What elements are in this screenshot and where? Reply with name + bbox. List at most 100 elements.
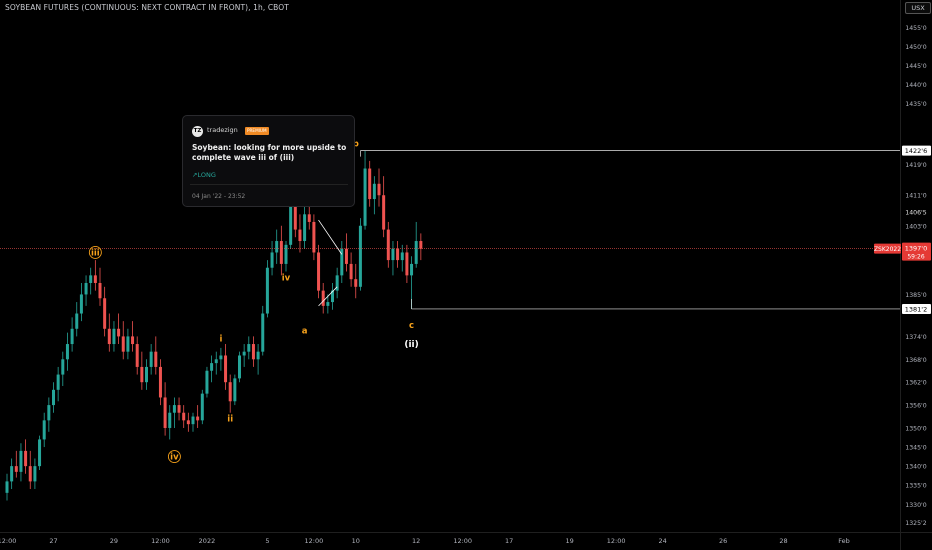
- candle-body: [354, 279, 358, 287]
- candle-body: [61, 359, 65, 375]
- candle-body: [182, 412, 186, 421]
- candle-body: [107, 328, 111, 345]
- price-tick-label: 1350'0: [905, 425, 926, 432]
- time-tick-label: 12:00: [151, 537, 170, 545]
- price-tick-label: 1419'0: [905, 162, 926, 169]
- price-tick-label: 1362'0: [905, 380, 926, 387]
- author-name[interactable]: tradezign: [207, 126, 238, 134]
- candle-body: [303, 214, 307, 242]
- time-tick-label: 12: [412, 537, 420, 545]
- price-tick-label: 1406'5: [905, 210, 926, 217]
- candle-body: [75, 313, 79, 329]
- price-tick-label: 1381'2: [905, 305, 927, 313]
- time-tick-label: 12:00: [453, 537, 472, 545]
- price-tick-label: 1435'0: [905, 101, 926, 108]
- wave-label: ii: [227, 414, 233, 424]
- candle-body: [154, 351, 158, 367]
- candle-body: [238, 355, 241, 379]
- wave-label-circle: [167, 450, 181, 464]
- symbol-badge-label: ZSK2022: [874, 246, 901, 253]
- time-tick-label: 17: [505, 537, 513, 545]
- candle-body: [149, 351, 153, 367]
- price-tick-label: 1368'0: [905, 357, 926, 364]
- countdown-label: 59:26: [907, 254, 924, 261]
- price-tick-label: 1422'6: [905, 147, 927, 155]
- candle-body: [42, 420, 46, 440]
- candle-body: [233, 378, 237, 402]
- candle-body: [121, 336, 125, 352]
- candle-body: [38, 439, 42, 467]
- price-tick-label: 1340'0: [905, 464, 926, 471]
- candle-body: [214, 359, 218, 364]
- time-tick-label: 5: [265, 537, 269, 545]
- wave-label-circle: [88, 246, 102, 259]
- candle-body: [89, 275, 93, 283]
- time-axis[interactable]: 12:00 27 29 12:00 2022 5 12:00 10 12 12:00 17 19 12:…: [0, 532, 932, 546]
- candle-body: [265, 267, 269, 314]
- triangle-lower-line: [318, 286, 338, 307]
- price-tick-label: 1411'0: [905, 193, 926, 200]
- time-tick-label: 27: [49, 537, 57, 545]
- candle-body: [33, 466, 37, 482]
- overlay-layer: [0, 150, 900, 310]
- price-axis[interactable]: 1455'0 1450'0 1445'0 1440'0 1435'0 1422'6 1419…: [874, 0, 931, 550]
- candle-body: [117, 328, 121, 337]
- candle-body: [126, 336, 130, 352]
- idea-card[interactable]: TZ tradezign PREMIUM Soybean: looking fo…: [182, 115, 355, 207]
- candle-body: [5, 481, 9, 493]
- candle-body: [251, 344, 255, 360]
- candle-body: [317, 252, 321, 291]
- price-tick-label: 1345'0: [905, 445, 926, 452]
- price-level-badge: [902, 145, 931, 156]
- candle-body: [24, 450, 28, 467]
- price-tick-label: 1455'0: [905, 25, 926, 32]
- symbol-title[interactable]: SOYBEAN FUTURES (CONTINUOUS: NEXT CONTRA…: [5, 3, 289, 12]
- candle-body: [321, 290, 325, 306]
- candle-body: [103, 298, 107, 329]
- candle-body: [358, 225, 362, 287]
- candle-body: [386, 229, 390, 261]
- candle-body: [414, 241, 418, 264]
- time-tick-label: 26: [719, 537, 727, 545]
- candle-body: [84, 282, 88, 295]
- candle-body: [344, 248, 348, 264]
- triangle-upper-line: [318, 219, 343, 255]
- currency-button[interactable]: USX: [905, 2, 931, 14]
- candle-body: [10, 466, 14, 482]
- current-price-label: 1397'0: [905, 245, 927, 253]
- idea-headline[interactable]: Soybean: looking for more upside to comp…: [192, 143, 347, 162]
- candle-body: [131, 336, 135, 345]
- candle-body: [256, 351, 260, 360]
- price-tick-label: 1450'0: [905, 44, 926, 51]
- time-tick-label: 19: [566, 537, 574, 545]
- candle-body: [382, 195, 386, 230]
- candle-body: [28, 466, 32, 482]
- candle-body: [261, 313, 265, 352]
- candle-body: [377, 183, 381, 196]
- candle-body: [279, 241, 283, 264]
- candle-body: [372, 183, 376, 200]
- candle-body: [168, 412, 172, 428]
- candle-body: [145, 366, 148, 383]
- time-tick-label: 12:00: [305, 537, 324, 545]
- candle-body: [224, 355, 228, 383]
- price-tick-label: 1445'0: [905, 63, 926, 70]
- wave-label: iv: [282, 273, 291, 283]
- author-avatar: TZ: [192, 126, 203, 137]
- current-price-badge: [902, 242, 931, 261]
- candle-body: [340, 248, 344, 276]
- candle-body: [335, 275, 339, 291]
- price-tick-label: 1374'0: [905, 334, 926, 341]
- candle-body: [14, 466, 18, 472]
- idea-timestamp: 04 Jan '22 - 23:52: [192, 193, 246, 200]
- idea-direction-long: ↗LONG: [192, 171, 216, 179]
- candle-body: [172, 405, 176, 413]
- time-tick-label: 2022: [199, 537, 216, 545]
- price-tick-label: 1325'2: [905, 520, 926, 527]
- time-tick-label: 12:00: [607, 537, 626, 545]
- price-tick-label: 1403'0: [905, 223, 926, 230]
- candle-body: [70, 328, 74, 345]
- wave-label: b: [353, 140, 359, 150]
- time-tick-label: 12:00: [0, 537, 16, 545]
